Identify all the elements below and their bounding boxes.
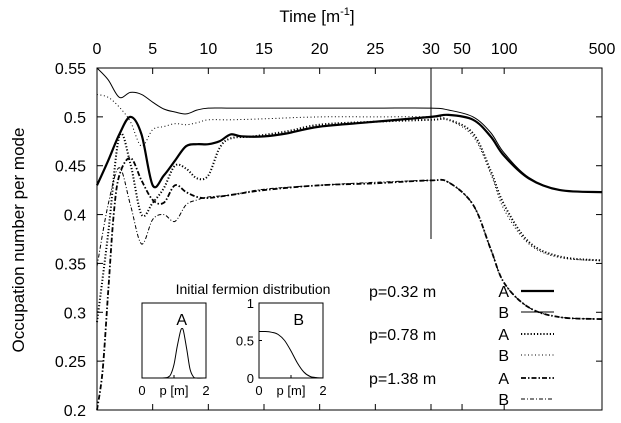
- x-tick-label: 10: [199, 41, 217, 58]
- y-tick-label: 0.25: [55, 354, 86, 371]
- x-tick-label: 5: [148, 41, 157, 58]
- inset-x-tick-label: 0: [138, 383, 145, 398]
- y-tick-label: 0.45: [55, 159, 86, 176]
- x-tick-label: 100: [491, 41, 518, 58]
- legend-entry-label: A: [498, 284, 509, 301]
- legend-group-label: p=0.32 m: [369, 284, 436, 301]
- x-tick-label: 15: [255, 41, 273, 58]
- inset-curve: [141, 327, 207, 379]
- series-line-solid-thick: [96, 113, 603, 194]
- inset-title: Initial fermion distribution: [176, 281, 331, 297]
- x-tick-label: 500: [589, 41, 616, 58]
- series-layer: [96, 67, 603, 411]
- inset-y-tick-label: 0.5: [236, 334, 254, 349]
- y-tick-label: 0.2: [64, 403, 86, 420]
- inset-x-tick-label: 2: [319, 383, 326, 398]
- legend-group-label: p=1.38 m: [369, 371, 436, 388]
- inset-x-tick-label: p [m]: [277, 383, 306, 398]
- inset-y-tick-label: 1: [247, 296, 254, 311]
- plot-frame: [96, 67, 603, 411]
- series-line-dashdot-thick: [96, 157, 603, 411]
- axis-ticks: 0 5 10 15 20 25 30 50 100 5000.550.50.450.40.350.…: [55, 41, 616, 420]
- inset-panel-frame: [258, 302, 324, 379]
- series-line-dotted-thin: [96, 93, 603, 261]
- legend-entry-label: A: [498, 327, 509, 344]
- inset-x-tick-label: 2: [202, 383, 209, 398]
- series-line-dashdot-thin: [96, 167, 603, 320]
- series-line-dotted-thick: [96, 117, 603, 323]
- x-tick-label: 50: [453, 41, 471, 58]
- x-tick-label: 30: [422, 41, 440, 58]
- y-axis-title: Occupation number per mode: [9, 128, 28, 353]
- y-tick-label: 0.4: [64, 208, 86, 225]
- inset-panel-letter: A: [176, 312, 187, 329]
- legend-entry-label: B: [498, 348, 509, 365]
- x-tick-label: 25: [366, 41, 384, 58]
- inset-x-tick-label: 0: [255, 383, 262, 398]
- inset-initial-distribution: Initial fermion distribution A0 p [m] 2B0 p…: [138, 281, 330, 398]
- y-tick-label: 0.55: [55, 61, 86, 78]
- x-tick-label: 20: [311, 41, 329, 58]
- y-tick-label: 0.35: [55, 256, 86, 273]
- inset-x-tick-label: p [m]: [160, 383, 189, 398]
- legend: p=0.32 m ABp=0.78 m ABp=1.38 m AB: [369, 284, 554, 409]
- x-tick-label: 0: [93, 41, 102, 58]
- inset-y-tick-label: 0: [247, 371, 254, 386]
- legend-entry-label: A: [498, 371, 509, 388]
- inset-panel-letter: B: [293, 312, 304, 329]
- legend-group-label: p=0.78 m: [369, 327, 436, 344]
- series-line-solid-thin: [96, 67, 603, 193]
- legend-entry-label: B: [498, 305, 509, 322]
- legend-entry-label: B: [498, 392, 509, 409]
- top-axis-title: Time [m-1]: [279, 6, 354, 26]
- y-tick-label: 0.3: [64, 305, 86, 322]
- inset-panel-frame: [141, 302, 207, 379]
- inset-curve: [258, 330, 324, 379]
- y-tick-label: 0.5: [64, 110, 86, 127]
